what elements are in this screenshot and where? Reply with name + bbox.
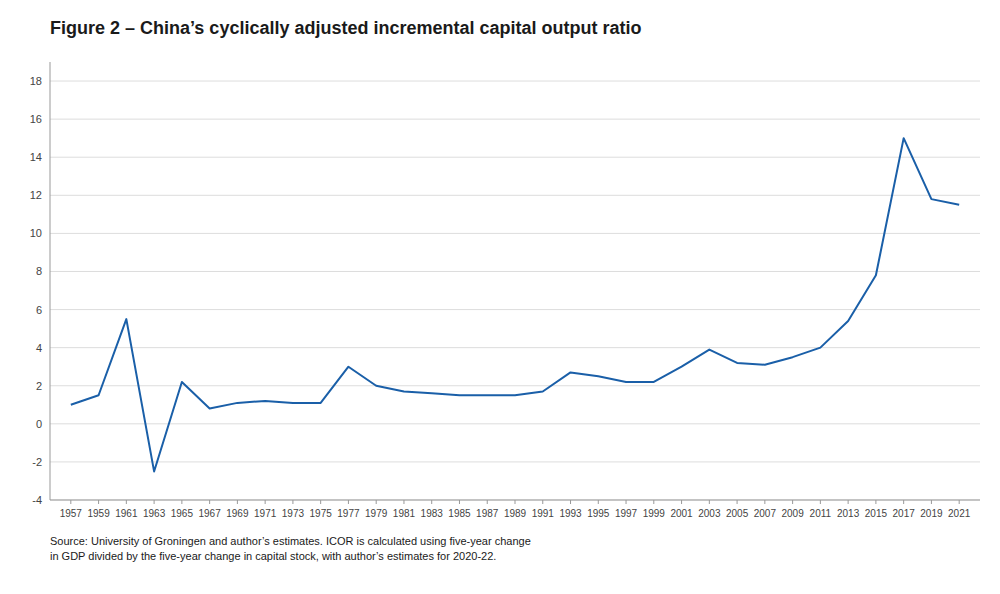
- y-tick-label: 0: [36, 418, 42, 430]
- y-axis-line: [50, 62, 51, 500]
- x-tick-label: 1963: [143, 508, 166, 519]
- y-tick-label: 4: [36, 342, 42, 354]
- x-tick: [181, 500, 182, 504]
- x-tick-label: 2009: [781, 508, 804, 519]
- grid-line: [50, 233, 980, 234]
- annotation: Source: University of Groningen and auth…: [50, 535, 531, 562]
- x-tick-label: 1991: [532, 508, 555, 519]
- x-tick-label: 2011: [810, 508, 832, 519]
- x-tick: [875, 500, 876, 504]
- y-tick-label: 2: [36, 380, 42, 392]
- x-tick: [348, 500, 349, 504]
- grid-line: [50, 385, 980, 386]
- grid-line: [50, 461, 980, 462]
- x-tick: [570, 500, 571, 504]
- x-tick-label: 2017: [893, 508, 916, 519]
- x-tick: [126, 500, 127, 504]
- grid-line: [50, 271, 980, 272]
- x-tick-label: 1989: [504, 508, 527, 519]
- x-tick: [598, 500, 599, 504]
- grid-line: [50, 309, 980, 310]
- y-tick-label: 6: [36, 304, 42, 316]
- annotation-line: Source: University of Groningen and auth…: [50, 535, 531, 547]
- x-tick: [154, 500, 155, 504]
- grid-line: [50, 423, 980, 424]
- x-tick: [237, 500, 238, 504]
- x-tick: [209, 500, 210, 504]
- x-tick-label: 1981: [393, 508, 416, 519]
- x-tick: [403, 500, 404, 504]
- grid-line: [50, 195, 980, 196]
- grid: [50, 81, 980, 500]
- x-tick: [70, 500, 71, 504]
- x-tick: [653, 500, 654, 504]
- y-tick-label: 10: [30, 227, 42, 239]
- x-tick-label: 1965: [171, 508, 194, 519]
- y-tick-label: -4: [32, 494, 42, 506]
- x-tick: [959, 500, 960, 504]
- x-tick-label: 1999: [643, 508, 666, 519]
- x-tick-label: 2015: [865, 508, 888, 519]
- y-tick-label: 16: [30, 113, 42, 125]
- x-tick: [848, 500, 849, 504]
- x-tick: [292, 500, 293, 504]
- x-tick-label: 2019: [920, 508, 943, 519]
- x-tick: [903, 500, 904, 504]
- x-tick: [487, 500, 488, 504]
- x-tick: [459, 500, 460, 504]
- x-tick-label: 1961: [115, 508, 138, 519]
- x-tick: [98, 500, 99, 504]
- x-tick-label: 2005: [726, 508, 749, 519]
- x-tick: [681, 500, 682, 504]
- y-tick-label: 18: [30, 75, 42, 87]
- x-tick-label: 1973: [282, 508, 305, 519]
- x-tick: [820, 500, 821, 504]
- x-tick-label: 1975: [310, 508, 333, 519]
- y-tick-label: 14: [30, 151, 42, 163]
- x-tick-label: 1977: [337, 508, 360, 519]
- x-tick: [931, 500, 932, 504]
- grid-line: [50, 347, 980, 348]
- x-tick: [376, 500, 377, 504]
- x-tick-label: 2021: [948, 508, 971, 519]
- x-tick-label: 2003: [698, 508, 721, 519]
- x-tick-label: 1979: [365, 508, 388, 519]
- x-tick: [709, 500, 710, 504]
- title: Figure 2 – China’s cyclically adjusted i…: [50, 18, 642, 38]
- plot-area: [71, 138, 959, 471]
- x-tick: [764, 500, 765, 504]
- grid-line: [50, 81, 980, 82]
- x-tick: [542, 500, 543, 504]
- x-tick-label: 1987: [476, 508, 499, 519]
- annotation-line: in GDP divided by the five-year change i…: [50, 550, 496, 562]
- grid-line: [50, 157, 980, 158]
- x-tick-label: 1969: [226, 508, 249, 519]
- x-tick-label: 1985: [448, 508, 471, 519]
- x-tick-label: 1971: [254, 508, 277, 519]
- x-tick: [626, 500, 627, 504]
- x-tick-label: 2001: [670, 508, 693, 519]
- x-tick: [431, 500, 432, 504]
- x-tick-label: 2007: [754, 508, 777, 519]
- y-tick-label: -2: [32, 456, 42, 468]
- y-tick-label: 12: [30, 189, 42, 201]
- x-tick-label: 1993: [559, 508, 582, 519]
- x-tick-label: 1959: [87, 508, 110, 519]
- x-tick: [515, 500, 516, 504]
- x-tick: [320, 500, 321, 504]
- x-tick: [792, 500, 793, 504]
- x-tick-label: 1967: [199, 508, 222, 519]
- x-tick-label: 1983: [421, 508, 444, 519]
- grid-line: [50, 119, 980, 120]
- x-tick-label: 1997: [615, 508, 638, 519]
- line: [71, 138, 959, 471]
- x-tick-label: 1957: [60, 508, 83, 519]
- x-tick: [265, 500, 266, 504]
- y-tick-label: 8: [36, 265, 42, 277]
- x-tick-label: 1995: [587, 508, 610, 519]
- chart: Figure 2 – China’s cyclically adjusted i…: [0, 0, 1000, 594]
- background: [0, 0, 1000, 594]
- x-tick-label: 2013: [837, 508, 860, 519]
- x-tick: [737, 500, 738, 504]
